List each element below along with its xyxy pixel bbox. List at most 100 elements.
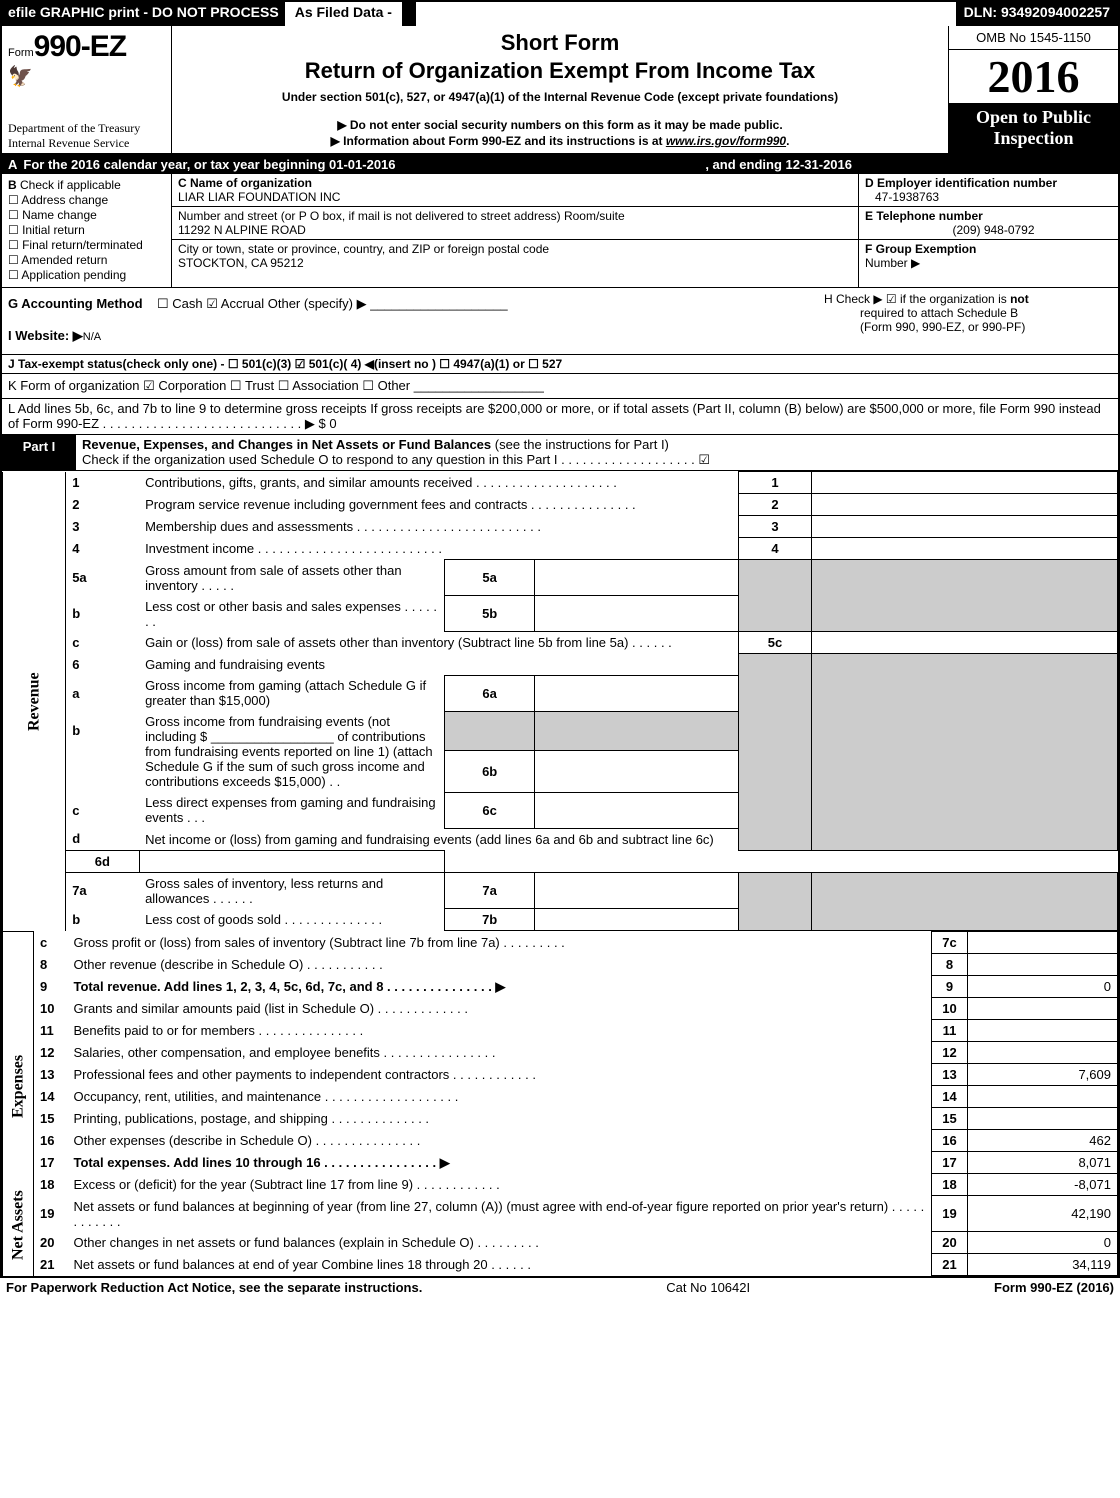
l7b-sv: [535, 909, 739, 931]
l8-desc: Other revenue (describe in Schedule O) .…: [68, 954, 932, 976]
l5a-sv: [535, 560, 739, 596]
l17-val: 8,071: [968, 1152, 1118, 1174]
part-i-sub[interactable]: Check if the organization used Schedule …: [82, 452, 710, 467]
a-gap: [396, 157, 696, 172]
l7b-desc: Less cost of goods sold . . . . . . . . …: [139, 909, 445, 931]
line-5a: 5a Gross amount from sale of assets othe…: [3, 560, 1118, 596]
info-suffix: .: [786, 134, 789, 148]
l5a-desc: Gross amount from sale of assets other t…: [139, 560, 445, 596]
part-i-title: Revenue, Expenses, and Changes in Net As…: [82, 437, 491, 452]
l18-num: 18: [34, 1174, 68, 1196]
f-cell: F Group Exemption Number ▶: [859, 240, 1118, 272]
l4-val: [812, 538, 1118, 560]
g-options[interactable]: ☐ Cash ☑ Accrual Other (specify) ▶ _____…: [157, 296, 508, 311]
line-9: 9 Total revenue. Add lines 1, 2, 3, 4, 5…: [3, 976, 1118, 998]
line-3: 3 Membership dues and assessments . . . …: [3, 516, 1118, 538]
col-c: C Name of organization LIAR LIAR FOUNDAT…: [172, 174, 858, 287]
row-j: J Tax-exempt status(check only one) - ☐ …: [2, 355, 1118, 374]
line-14: 14 Occupancy, rent, utilities, and maint…: [3, 1086, 1118, 1108]
l6-desc: Gaming and fundraising events: [139, 654, 738, 676]
row-i: I Website: ▶N/A: [8, 326, 812, 346]
footer-right-pre: Form: [994, 1280, 1030, 1295]
l20-col: 20: [932, 1232, 968, 1254]
chk-final-return[interactable]: ☐ Final return/terminated: [8, 238, 165, 252]
l13-num: 13: [34, 1064, 68, 1086]
l6c-num: c: [66, 792, 139, 828]
sidelab-expenses: Expenses: [3, 998, 34, 1174]
line-6d-r: 6d: [3, 850, 1118, 872]
line-13: 13 Professional fees and other payments …: [3, 1064, 1118, 1086]
k-text[interactable]: K Form of organization ☑ Corporation ☐ T…: [8, 378, 544, 393]
l7b-sn: 7b: [445, 909, 535, 931]
footer-mid: Cat No 10642I: [422, 1280, 994, 1295]
l6b-sn: 6b: [445, 751, 535, 792]
l9-num: 9: [34, 976, 68, 998]
l19-val: 42,190: [968, 1196, 1118, 1232]
treasury-seal-icon: 🦅: [8, 64, 165, 89]
form-page: efile GRAPHIC print - DO NOT PROCESS As …: [0, 0, 1120, 1278]
l18-col: 18: [932, 1174, 968, 1196]
info-link[interactable]: www.irs.gov/form990: [666, 134, 786, 148]
l11-num: 11: [34, 1020, 68, 1042]
l2-desc: Program service revenue including govern…: [139, 494, 738, 516]
l16-val: 462: [968, 1130, 1118, 1152]
website-value: N/A: [83, 331, 101, 343]
chk-name-change[interactable]: ☐ Name change: [8, 208, 165, 222]
l5c-desc: Gain or (loss) from sale of assets other…: [139, 632, 738, 654]
header-mid: Short Form Return of Organization Exempt…: [172, 26, 948, 153]
l8-col: 8: [932, 954, 968, 976]
l14-val: [968, 1086, 1118, 1108]
l5b-sn: 5b: [445, 596, 535, 632]
chk-application-pending[interactable]: ☐ Application pending: [8, 268, 165, 282]
l19-desc: Net assets or fund balances at beginning…: [68, 1196, 932, 1232]
header-left: Form990-EZ 🦅 Department of the Treasury …: [2, 26, 172, 153]
h-text1[interactable]: H Check ▶ ☑ if the organization is: [824, 292, 1010, 306]
chk-initial-return[interactable]: ☐ Initial return: [8, 223, 165, 237]
chk-address-change[interactable]: ☐ Address change: [8, 193, 165, 207]
l15-desc: Printing, publications, postage, and shi…: [68, 1108, 932, 1130]
l21-num: 21: [34, 1254, 68, 1276]
l6c-desc: Less direct expenses from gaming and fun…: [139, 792, 445, 828]
l6a-desc: Gross income from gaming (attach Schedul…: [139, 675, 445, 711]
f-label: F Group Exemption: [865, 242, 976, 256]
l16-desc: Other expenses (describe in Schedule O) …: [68, 1130, 932, 1152]
l3-desc: Membership dues and assessments . . . . …: [139, 516, 738, 538]
row-k: K Form of organization ☑ Corporation ☐ T…: [2, 374, 1118, 399]
col-b: B Check if applicable ☐ Address change ☐…: [2, 174, 172, 287]
l5a-num: 5a: [66, 560, 139, 596]
l6d-val: [139, 850, 445, 872]
topbar-spacer: [416, 2, 956, 26]
phone-value: (209) 948-0792: [865, 223, 1112, 237]
open-to-public: Open to Public Inspection: [949, 103, 1118, 153]
col-h: H Check ▶ ☑ if the organization is not r…: [818, 288, 1118, 354]
line-1: Revenue 1 Contributions, gifts, grants, …: [3, 472, 1118, 494]
header-right: OMB No 1545-1150 2016 Open to Public Ins…: [948, 26, 1118, 153]
chk-amended-return[interactable]: ☐ Amended return: [8, 253, 165, 267]
dln-label: DLN: 93492094002257: [956, 2, 1118, 26]
l18-val: -8,071: [968, 1174, 1118, 1196]
l5a-sn: 5a: [445, 560, 535, 596]
line-10: Expenses 10 Grants and similar amounts p…: [3, 998, 1118, 1020]
l20-desc: Other changes in net assets or fund bala…: [68, 1232, 932, 1254]
b-head-text: Check if applicable: [20, 178, 121, 192]
line-5c: c Gain or (loss) from sale of assets oth…: [3, 632, 1118, 654]
c-name-cell: C Name of organization LIAR LIAR FOUNDAT…: [172, 174, 858, 207]
a-label: A: [8, 157, 17, 172]
sidelab-netassets: Net Assets: [3, 1174, 34, 1276]
line-11: 11 Benefits paid to or for members . . .…: [3, 1020, 1118, 1042]
line-4: 4 Investment income . . . . . . . . . . …: [3, 538, 1118, 560]
a-text: For the 2016 calendar year, or tax year …: [23, 157, 395, 172]
l21-val: 34,119: [968, 1254, 1118, 1276]
l6d-desc: Net income or (loss) from gaming and fun…: [139, 828, 738, 850]
c-city-cell: City or town, state or province, country…: [172, 240, 858, 272]
l2-val: [812, 494, 1118, 516]
line-21: 21 Net assets or fund balances at end of…: [3, 1254, 1118, 1276]
ein-value: 47-1938763: [865, 190, 1112, 204]
l6b-num2: [66, 751, 139, 792]
l8-val: [968, 954, 1118, 976]
c-street-cell: Number and street (or P O box, if mail i…: [172, 207, 858, 240]
col-def: D Employer identification number 47-1938…: [858, 174, 1118, 287]
d-label: D Employer identification number: [865, 176, 1112, 190]
b-header: B Check if applicable: [8, 178, 165, 192]
j-text[interactable]: J Tax-exempt status(check only one) - ☐ …: [8, 357, 562, 371]
